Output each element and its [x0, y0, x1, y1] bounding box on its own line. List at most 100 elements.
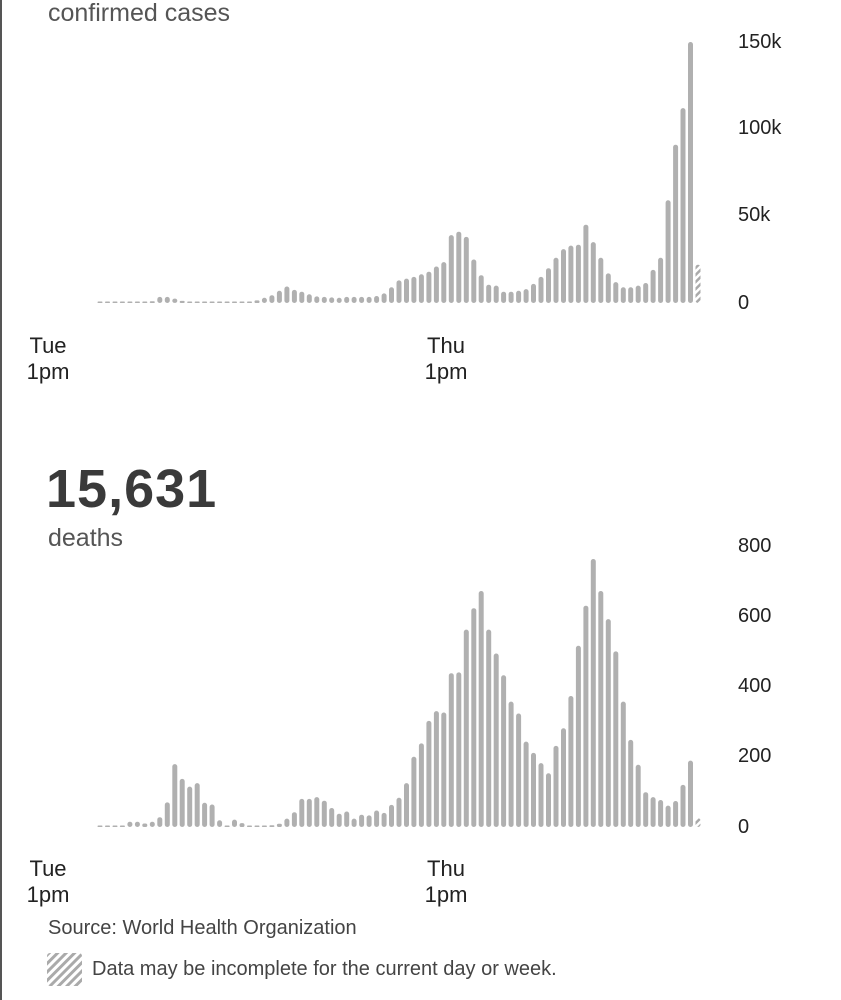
bar: [149, 821, 155, 827]
bar: [217, 301, 223, 303]
bar: [620, 287, 626, 303]
bar: [284, 818, 290, 827]
bar: [411, 276, 417, 303]
bar: [202, 301, 208, 303]
bar: [463, 629, 469, 827]
bar: [538, 763, 544, 827]
bar: [635, 764, 641, 827]
bar: [531, 283, 536, 303]
bar: [658, 257, 664, 303]
bar: [433, 266, 439, 303]
bar: [172, 298, 178, 303]
bar: [396, 280, 402, 303]
bar: [658, 800, 664, 827]
bar: [261, 297, 267, 303]
bar: [628, 739, 634, 827]
bar: [276, 823, 282, 827]
bar: [538, 276, 544, 303]
bar: [441, 262, 447, 303]
bar: [336, 297, 342, 303]
y-tick-label: 100k: [738, 117, 782, 139]
bar: [105, 825, 110, 827]
y-tick-label: 600: [738, 605, 772, 627]
bar: [105, 301, 110, 303]
bar: [643, 792, 649, 827]
bar: [247, 825, 252, 827]
deaths-chart: [97, 559, 701, 828]
bar: [254, 300, 260, 303]
bar: [119, 301, 125, 303]
bar: [590, 559, 596, 827]
bar: [516, 713, 522, 827]
bar: [276, 290, 282, 303]
x-tick-time: 1pm: [26, 882, 70, 907]
bar: [284, 286, 290, 303]
bar: [493, 285, 499, 303]
source-text: Source: World Health Organization: [48, 917, 357, 939]
bar: [291, 812, 297, 827]
bar: [553, 745, 559, 827]
bar: [553, 257, 559, 303]
incomplete-bar: [695, 818, 701, 827]
y-tick-label: 200: [738, 745, 772, 767]
bar: [224, 825, 230, 827]
bar: [232, 819, 237, 827]
bar: [389, 287, 394, 303]
deaths-label: deaths: [48, 524, 124, 552]
bar: [374, 296, 380, 303]
bar: [478, 591, 484, 827]
bar: [306, 798, 312, 827]
bar: [134, 301, 140, 303]
bar: [97, 301, 103, 303]
bar: [471, 608, 477, 827]
confirmed-cases-label: confirmed cases: [48, 0, 231, 27]
bar: [456, 231, 462, 303]
bar: [381, 812, 387, 827]
bar: [523, 289, 529, 303]
x-tick-day: Tue: [29, 333, 67, 358]
bar: [314, 797, 320, 827]
bar: [127, 821, 133, 827]
bar: [643, 283, 649, 303]
bar: [635, 285, 641, 303]
bar: [172, 764, 178, 827]
bar: [680, 784, 686, 827]
bar: [448, 235, 454, 303]
bar: [673, 144, 679, 303]
bar: [217, 820, 223, 827]
bar: [404, 278, 409, 303]
bar: [441, 712, 447, 827]
bar: [501, 291, 507, 303]
bar: [127, 301, 133, 303]
incomplete-bar: [695, 264, 701, 303]
bar: [329, 808, 335, 827]
bar: [426, 271, 432, 303]
bar: [344, 296, 350, 303]
bar: [179, 778, 185, 827]
bar: [202, 802, 208, 827]
bar: [112, 301, 118, 303]
bar: [561, 728, 566, 827]
bar: [448, 673, 454, 827]
bar: [239, 823, 245, 827]
bar: [374, 810, 380, 827]
bar: [568, 696, 574, 827]
bar: [680, 108, 686, 303]
x-tick-label: Tue 1pm: [18, 856, 78, 908]
bar: [366, 296, 372, 303]
bar: [471, 259, 477, 303]
bar: [598, 257, 604, 303]
bar: [247, 301, 252, 303]
bar: [486, 284, 492, 303]
bar: [164, 802, 170, 827]
y-tick-label: 0: [738, 816, 750, 838]
bar: [456, 672, 462, 827]
bar: [598, 591, 604, 827]
bar: [531, 752, 536, 827]
bar: [396, 797, 402, 827]
left-edge-divider: [0, 0, 2, 1000]
bar: [239, 301, 245, 303]
x-tick-label: Tue 1pm: [18, 333, 78, 385]
y-tick-label: 0: [738, 292, 750, 314]
bar: [620, 701, 626, 827]
